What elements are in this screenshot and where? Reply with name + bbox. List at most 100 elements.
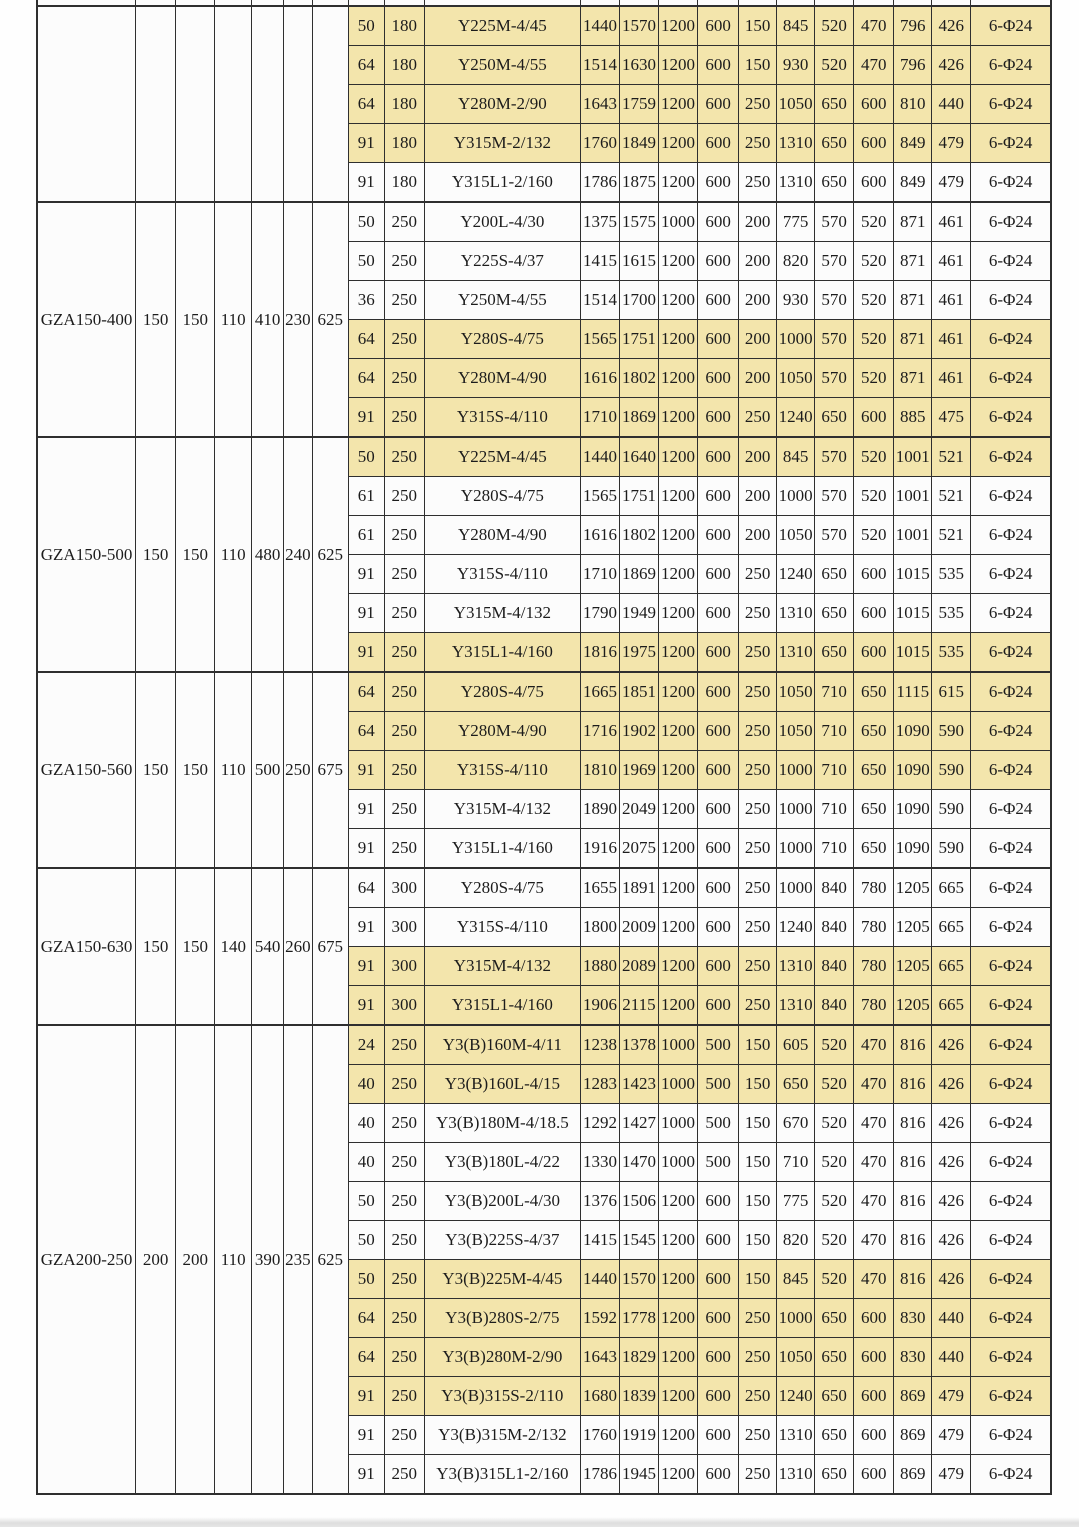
cell-bolt-spec: 6-Φ24 <box>970 476 1052 516</box>
cell-bolt-spec: 6-Φ24 <box>970 1103 1052 1143</box>
cell-motor-model: Y3(B)160M-4/11 <box>423 1024 581 1065</box>
cell-b: 250 <box>383 1064 425 1104</box>
cell-d10: 615 <box>931 671 972 712</box>
cell-motor-model: Y3(B)315L1-2/160 <box>423 1454 581 1495</box>
cell-d3: 1200 <box>657 750 699 790</box>
cell-d1: 1440 <box>579 5 620 46</box>
cell-d10: 535 <box>931 593 972 633</box>
cell-motor-model: Y315M-4/132 <box>423 593 581 633</box>
cell-d1: 1880 <box>579 946 620 986</box>
cell-d6: 1050 <box>776 358 816 398</box>
cell-d9: 816 <box>893 1024 933 1065</box>
cell-d6: 1310 <box>776 946 816 986</box>
cell-d3: 1200 <box>657 789 699 829</box>
cell-d2: 1969 <box>618 750 660 790</box>
cell-d8: 600 <box>853 162 895 203</box>
cell-d4: 500 <box>697 1064 740 1104</box>
cell-d9: 1115 <box>893 671 933 712</box>
cell-dim-4: 390 <box>251 1024 285 1495</box>
cell-d8: 520 <box>853 358 895 398</box>
cell-b: 250 <box>383 750 425 790</box>
cell-motor-model: Y315S-4/110 <box>423 907 581 947</box>
cell-d2: 1700 <box>618 280 660 320</box>
cell-d1: 1680 <box>579 1376 620 1416</box>
cell-d1: 1415 <box>579 241 620 281</box>
cell-motor-model: Y280S-4/75 <box>423 867 581 908</box>
cell-d10: 440 <box>931 1337 972 1377</box>
cell-bolt-spec: 6-Φ24 <box>970 867 1052 908</box>
cell-d9: 1205 <box>893 907 933 947</box>
cell-dim-2: 200 <box>175 1024 216 1495</box>
cell-motor-model: Y315S-4/110 <box>423 750 581 790</box>
cell-d10: 590 <box>931 711 972 751</box>
cell-bolt-spec: 6-Φ24 <box>970 319 1052 359</box>
cell-d3: 1200 <box>657 515 699 555</box>
cell-d3: 1000 <box>657 1064 699 1104</box>
cell-motor-model: Y315M-2/132 <box>423 123 581 163</box>
cell-d4: 600 <box>697 1337 740 1377</box>
cell-d7: 570 <box>814 201 855 242</box>
cell-d7: 710 <box>814 828 855 869</box>
cell-dim-3: 140 <box>214 867 253 1026</box>
cell-motor-model: Y280S-4/75 <box>423 671 581 712</box>
cell-d9: 816 <box>893 1142 933 1182</box>
cell-d6: 845 <box>776 5 816 46</box>
cell-d5: 250 <box>738 946 778 986</box>
cell-d6: 930 <box>776 45 816 85</box>
cell-d8: 600 <box>853 593 895 633</box>
cell-bolt-spec: 6-Φ24 <box>970 5 1052 46</box>
cell-d10: 426 <box>931 5 972 46</box>
cell-b: 180 <box>383 123 425 163</box>
cell-bolt-spec: 6-Φ24 <box>970 45 1052 85</box>
cell-d3: 1200 <box>657 711 699 751</box>
cell-motor-model: Y225M-4/45 <box>423 5 581 46</box>
cell-d9: 871 <box>893 201 933 242</box>
cell-d8: 600 <box>853 1337 895 1377</box>
cell-d5: 150 <box>738 45 778 85</box>
cell-a: 40 <box>347 1142 385 1182</box>
cell-d2: 1570 <box>618 5 660 46</box>
cell-d1: 1592 <box>579 1298 620 1338</box>
cell-d4: 600 <box>697 280 740 320</box>
cell-dim-6: 625 <box>311 436 349 673</box>
cell-a: 50 <box>347 1259 385 1299</box>
cell-dim-2: 150 <box>175 671 216 869</box>
cell-d7: 650 <box>814 593 855 633</box>
cell-bolt-spec: 6-Φ24 <box>970 123 1052 163</box>
cell-d4: 600 <box>697 985 740 1026</box>
cell-d5: 250 <box>738 907 778 947</box>
cell-b: 250 <box>383 1103 425 1143</box>
cell-d9: 796 <box>893 45 933 85</box>
cell-bolt-spec: 6-Φ24 <box>970 1220 1052 1260</box>
cell-a: 91 <box>347 593 385 633</box>
cell-d8: 600 <box>853 1298 895 1338</box>
cell-d3: 1000 <box>657 201 699 242</box>
cell-d3: 1000 <box>657 1103 699 1143</box>
table-row: 91 250 Y3(B)315S-2/110 1680 1839 1200 600 250 12… <box>37 1376 1052 1416</box>
table-row: 64 250 Y3(B)280S-2/75 1592 1778 1200 600 250 100… <box>37 1298 1052 1338</box>
cell-bolt-spec: 6-Φ24 <box>970 1454 1052 1495</box>
cell-d2: 2075 <box>618 828 660 869</box>
cell-b: 250 <box>383 241 425 281</box>
cell-d10: 426 <box>931 1024 972 1065</box>
cell-a: 91 <box>347 123 385 163</box>
cell-d8: 470 <box>853 1064 895 1104</box>
cell-d3: 1200 <box>657 280 699 320</box>
cell-motor-model: Y3(B)280M-2/90 <box>423 1337 581 1377</box>
cell-d8: 600 <box>853 123 895 163</box>
cell-motor-model: Y280S-4/75 <box>423 476 581 516</box>
cell-dim-2: 150 <box>175 867 216 1026</box>
cell-d7: 570 <box>814 241 855 281</box>
cell-d5: 200 <box>738 280 778 320</box>
cell-b: 250 <box>383 319 425 359</box>
cell-motor-model: Y250M-4/55 <box>423 280 581 320</box>
cell-bolt-spec: 6-Φ24 <box>970 1259 1052 1299</box>
cell-d9: 796 <box>893 5 933 46</box>
cell-d10: 665 <box>931 907 972 947</box>
cell-dim-5 <box>283 5 313 203</box>
cell-d9: 871 <box>893 358 933 398</box>
cell-d6: 710 <box>776 1142 816 1182</box>
table-row: 91 180 Y315M-2/132 1760 1849 1200 600 250 1310 65… <box>37 123 1052 163</box>
cell-d7: 650 <box>814 1298 855 1338</box>
cell-a: 64 <box>347 1337 385 1377</box>
